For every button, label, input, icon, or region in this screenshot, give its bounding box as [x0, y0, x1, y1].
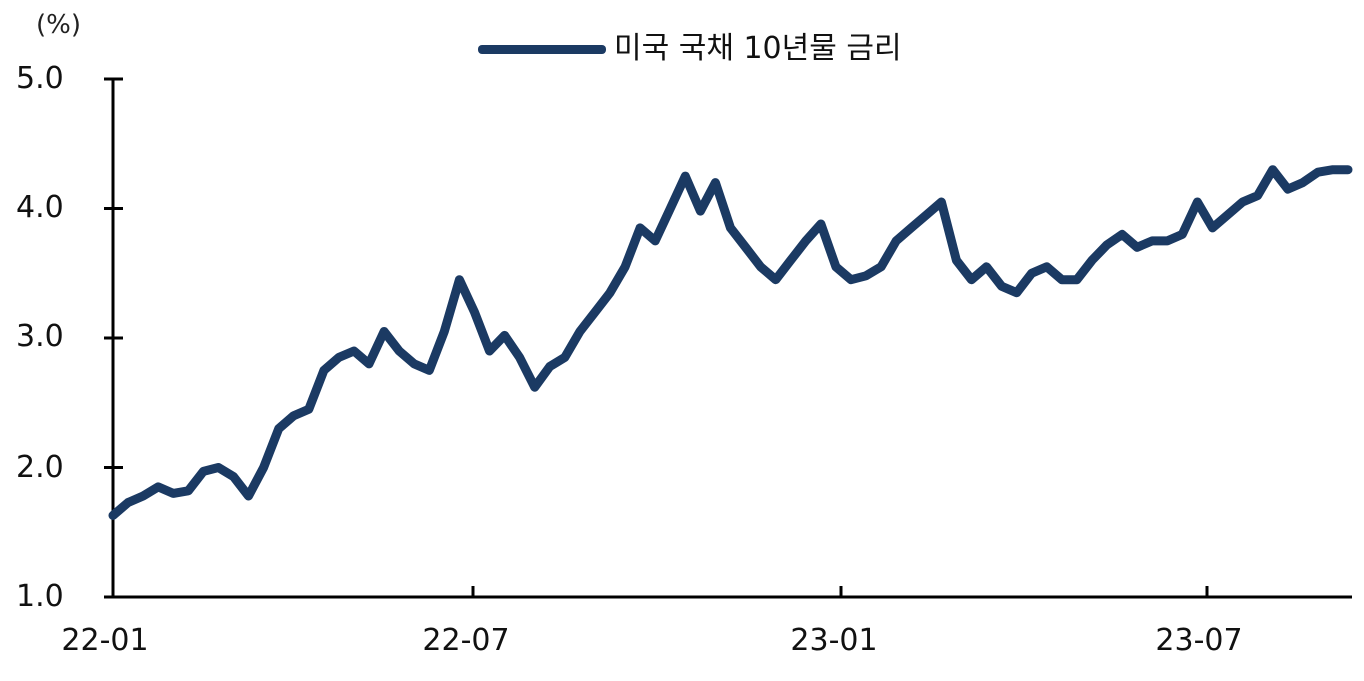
y-tick-marks — [104, 77, 123, 599]
x-tick-label-23-07: 23-07 — [1155, 623, 1243, 658]
x-tick-label-22-01: 22-01 — [61, 623, 149, 658]
x-tick-label-23-01: 23-01 — [790, 623, 878, 658]
axes — [104, 77, 1352, 599]
legend-line-swatch — [478, 44, 606, 54]
y-tick-label-3: 3.0 — [16, 319, 64, 354]
y-tick-label-5: 5.0 — [16, 61, 64, 96]
legend: 미국 국채 10년물 금리 — [478, 34, 902, 64]
legend-label: 미국 국채 10년물 금리 — [614, 31, 902, 66]
x-tick-marks — [471, 586, 1209, 597]
x-tick-label-22-07: 22-07 — [422, 623, 510, 658]
series-line-us-10y-yield — [108, 165, 1353, 520]
y-tick-label-1: 1.0 — [16, 579, 64, 614]
y-axis-unit-label: (%) — [36, 10, 81, 40]
y-tick-label-4: 4.0 — [16, 190, 64, 225]
y-tick-label-2: 2.0 — [16, 450, 64, 485]
